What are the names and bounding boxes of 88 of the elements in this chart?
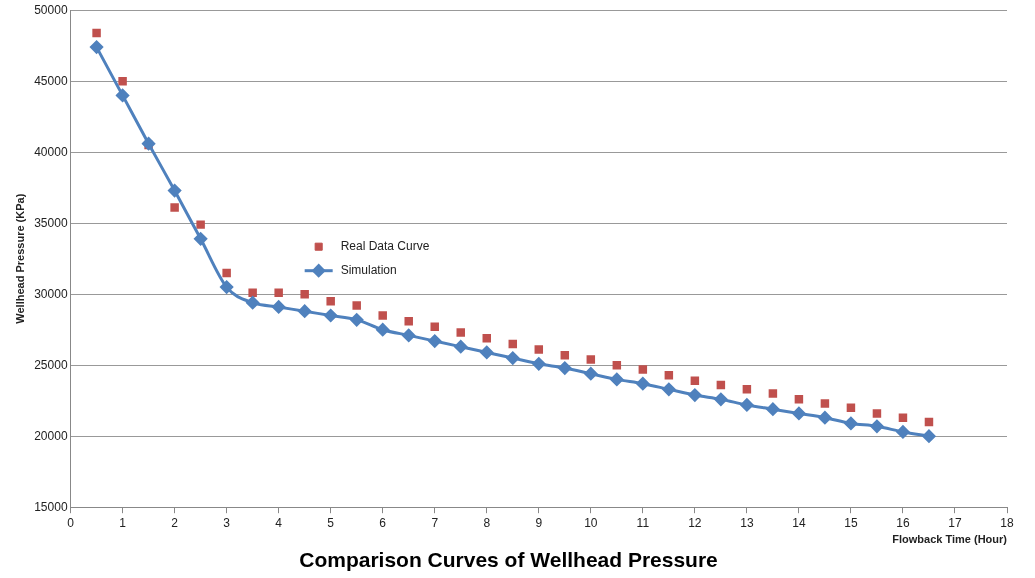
point [196, 220, 205, 229]
point [378, 311, 387, 320]
point [560, 351, 570, 360]
point [896, 425, 910, 439]
legend-label: Simulation [340, 263, 397, 278]
y-axis-title: Wellhead Pressure (KPa) [13, 193, 26, 324]
x-tick-label: 9 [535, 515, 543, 530]
point [92, 28, 101, 38]
y-tick-label: 40000 [34, 144, 68, 159]
point [688, 388, 702, 402]
y-tick-label: 45000 [34, 73, 68, 88]
point [352, 301, 361, 310]
x-tick-label: 17 [948, 515, 962, 530]
point [116, 88, 130, 102]
x-tick-label: 11 [636, 515, 650, 530]
point [506, 351, 520, 365]
point [844, 416, 858, 430]
x-tick-label: 7 [431, 515, 439, 530]
point [742, 385, 752, 394]
point [870, 419, 884, 433]
x-tick-label: 15 [844, 515, 858, 530]
x-tick-label: 8 [483, 515, 491, 530]
point [404, 316, 413, 326]
point [766, 402, 780, 416]
x-tick-label: 16 [896, 515, 910, 530]
point [714, 392, 728, 406]
point [248, 288, 257, 298]
point [558, 361, 572, 375]
point [402, 328, 416, 342]
point [272, 300, 286, 314]
x-tick-label: 6 [379, 515, 387, 530]
point [610, 372, 624, 386]
x-tick-label: 12 [688, 515, 702, 530]
point [586, 355, 596, 364]
y-tick-label: 50000 [34, 2, 68, 17]
point [820, 399, 830, 408]
y-tick-label: 30000 [34, 286, 68, 301]
point [298, 304, 312, 318]
point [350, 313, 364, 327]
point [638, 365, 648, 374]
point [456, 328, 465, 337]
point [326, 297, 335, 306]
x-tick-label: 5 [327, 515, 335, 530]
point [898, 413, 908, 422]
y-tick-label: 20000 [34, 428, 68, 443]
x-tick-label: 13 [740, 515, 754, 530]
x-tick-label: 2 [171, 515, 179, 530]
point [376, 323, 390, 337]
point [428, 334, 442, 348]
x-tick-label: 18 [1000, 515, 1014, 530]
point [792, 406, 806, 420]
x-tick-label: 3 [223, 515, 231, 530]
legend-label: Real Data Curve [340, 239, 430, 254]
point [584, 367, 598, 381]
point [872, 409, 882, 418]
point [454, 340, 468, 354]
point [274, 288, 283, 298]
point [636, 377, 650, 391]
point [168, 184, 182, 198]
x-tick-label: 1 [119, 515, 127, 530]
text: Comparison Curves of Wellhead Pressure [299, 548, 718, 572]
x-tick-label: 14 [792, 515, 806, 530]
point [220, 280, 234, 294]
point [532, 357, 546, 371]
point [170, 203, 179, 212]
point [300, 289, 309, 299]
point [246, 296, 260, 310]
y-tick-label: 35000 [34, 215, 68, 230]
point [194, 232, 208, 246]
point [922, 429, 936, 443]
point [324, 309, 338, 322]
x-tick-label: 0 [67, 515, 75, 530]
point [118, 76, 127, 86]
point [534, 345, 544, 354]
point [480, 345, 494, 359]
point [430, 322, 439, 332]
point [222, 268, 231, 278]
point [662, 382, 676, 396]
point [794, 395, 804, 404]
point [740, 398, 754, 412]
y-tick-label: 15000 [34, 499, 68, 514]
y-tick-label: 25000 [34, 357, 68, 372]
x-tick-label: 4 [275, 515, 283, 530]
x-axis-title: Flowback Time (Hour) [892, 533, 1008, 546]
point [90, 40, 104, 54]
point [818, 411, 832, 425]
point [768, 389, 778, 398]
x-tick-label: 10 [584, 515, 598, 530]
